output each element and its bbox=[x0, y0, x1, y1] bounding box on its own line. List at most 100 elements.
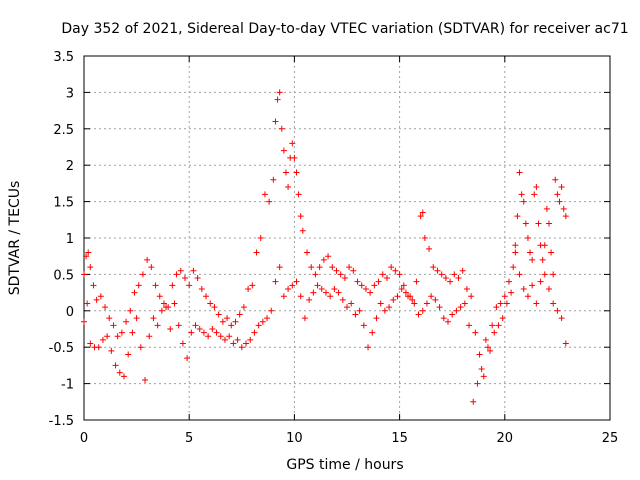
data-point bbox=[379, 271, 386, 278]
data-point bbox=[308, 264, 315, 271]
data-point bbox=[506, 278, 513, 285]
y-tick-label: 2.5 bbox=[53, 123, 74, 138]
data-point bbox=[535, 220, 542, 227]
data-point bbox=[293, 169, 300, 176]
x-tick-label: 15 bbox=[391, 431, 408, 446]
data-point bbox=[453, 307, 460, 314]
data-point bbox=[463, 285, 470, 292]
data-point bbox=[232, 318, 239, 325]
data-point bbox=[527, 249, 534, 256]
plot-frame bbox=[83, 55, 611, 421]
data-point bbox=[289, 140, 296, 147]
chart-title: Day 352 of 2021, Sidereal Day-to-day VTE… bbox=[61, 21, 628, 37]
data-point bbox=[158, 307, 165, 314]
data-point bbox=[459, 267, 466, 274]
data-point bbox=[388, 264, 395, 271]
data-point bbox=[356, 307, 363, 314]
data-point bbox=[371, 282, 378, 289]
data-point bbox=[211, 304, 218, 311]
data-point bbox=[276, 89, 283, 96]
data-point bbox=[468, 293, 475, 300]
data-point bbox=[169, 282, 176, 289]
data-point bbox=[213, 329, 220, 336]
data-point bbox=[367, 289, 374, 296]
data-point bbox=[377, 300, 384, 307]
data-point bbox=[362, 285, 369, 292]
data-point bbox=[524, 293, 531, 300]
data-point bbox=[518, 191, 525, 198]
data-point bbox=[310, 289, 317, 296]
x-tick-label: 10 bbox=[286, 431, 303, 446]
data-point bbox=[251, 329, 258, 336]
data-point bbox=[402, 289, 409, 296]
data-point bbox=[285, 285, 292, 292]
data-point bbox=[440, 315, 447, 322]
data-point bbox=[175, 322, 182, 329]
data-point bbox=[438, 271, 445, 278]
y-tick-label: -1 bbox=[61, 378, 74, 393]
data-point bbox=[415, 311, 422, 318]
data-point bbox=[261, 191, 268, 198]
data-point bbox=[127, 307, 134, 314]
x-tick-label: 25 bbox=[602, 431, 619, 446]
data-point bbox=[419, 307, 426, 314]
data-point bbox=[108, 347, 115, 354]
data-point bbox=[293, 278, 300, 285]
data-point bbox=[524, 235, 531, 241]
data-point bbox=[480, 373, 487, 380]
data-point bbox=[219, 318, 226, 325]
data-point bbox=[205, 333, 212, 340]
data-point bbox=[550, 271, 557, 278]
y-tick-label: 2 bbox=[66, 159, 74, 174]
data-point bbox=[554, 191, 561, 198]
data-point bbox=[280, 147, 287, 154]
data-point bbox=[533, 300, 540, 307]
data-point bbox=[400, 282, 407, 289]
data-point bbox=[236, 311, 243, 318]
data-point bbox=[318, 285, 325, 292]
data-point bbox=[369, 329, 376, 336]
data-point bbox=[99, 336, 106, 343]
data-point bbox=[160, 300, 167, 307]
data-point bbox=[217, 333, 224, 340]
data-point bbox=[278, 125, 285, 132]
data-point bbox=[215, 311, 222, 318]
data-point bbox=[133, 315, 140, 322]
data-point bbox=[146, 333, 153, 340]
data-point bbox=[495, 322, 502, 329]
data-point bbox=[434, 267, 441, 274]
data-point bbox=[419, 209, 426, 216]
data-point bbox=[482, 336, 489, 343]
x-tick-label: 20 bbox=[497, 431, 514, 446]
data-point bbox=[203, 293, 210, 300]
data-point bbox=[499, 315, 506, 322]
data-point bbox=[93, 296, 100, 303]
data-point bbox=[562, 213, 569, 220]
data-point bbox=[449, 311, 456, 318]
data-point bbox=[383, 275, 390, 282]
data-point bbox=[192, 322, 199, 329]
data-point bbox=[139, 271, 146, 278]
data-point bbox=[295, 191, 302, 198]
data-point bbox=[226, 333, 233, 340]
data-point bbox=[150, 315, 157, 322]
data-point bbox=[409, 296, 416, 303]
data-point bbox=[501, 293, 508, 300]
data-point bbox=[81, 271, 87, 278]
data-point bbox=[253, 249, 260, 256]
data-point bbox=[512, 242, 519, 249]
data-point bbox=[436, 304, 443, 311]
data-point bbox=[190, 267, 197, 274]
data-point bbox=[407, 293, 414, 300]
y-tick-label: 1 bbox=[66, 232, 74, 247]
grid-lines bbox=[84, 56, 610, 420]
data-point bbox=[358, 282, 365, 289]
data-point bbox=[497, 300, 504, 307]
data-point bbox=[125, 351, 132, 358]
data-point bbox=[558, 315, 565, 322]
y-tick-label: -1.5 bbox=[49, 414, 74, 429]
data-point bbox=[110, 322, 117, 329]
data-point bbox=[272, 118, 279, 125]
data-point bbox=[114, 333, 121, 340]
data-point bbox=[230, 340, 237, 347]
